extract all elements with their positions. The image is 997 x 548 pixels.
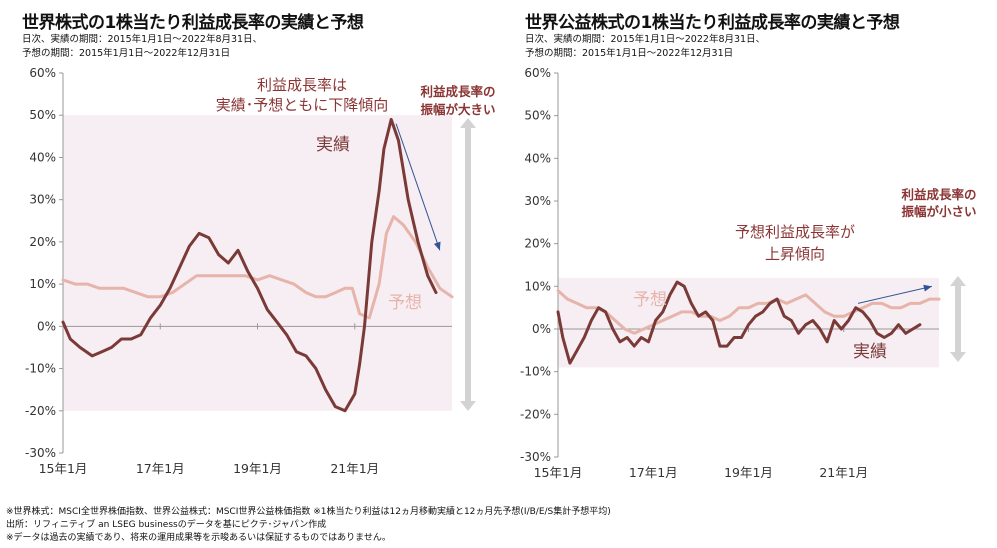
y-tick-label: -10% bbox=[520, 365, 551, 379]
series-label-forecast: 予想 bbox=[633, 290, 667, 310]
annotation-side-line2: 振幅が小さい bbox=[901, 204, 976, 219]
series-label-actual: 実績 bbox=[316, 135, 350, 155]
range-arrow-head-top bbox=[950, 276, 966, 286]
footnote-source: 出所：リフィニティブ an LSEG businessのデータを基にピクテ･ジャ… bbox=[6, 520, 327, 530]
x-tick-label: 17年1月 bbox=[629, 465, 678, 480]
trend-arrow-head bbox=[923, 284, 932, 292]
annotation-side-line2: 振幅が大きい bbox=[420, 102, 495, 117]
x-tick-label: 19年1月 bbox=[233, 461, 282, 476]
left-chart-panel: 世界株式の1株当たり利益成長率の実績と予想 日次、実績の期間：2015年1月1日… bbox=[0, 0, 497, 500]
range-arrow-head-bottom bbox=[950, 352, 966, 362]
y-tick-label: -10% bbox=[25, 362, 56, 376]
chart-title: 世界公益株式の1株当たり利益成長率の実績と予想 bbox=[525, 13, 900, 33]
x-tick-label: 15年1月 bbox=[39, 461, 88, 476]
range-arrow-head-top bbox=[460, 118, 476, 128]
y-tick-label: -30% bbox=[520, 450, 551, 464]
trend-arrow-line bbox=[857, 285, 932, 304]
trend-arrow-head bbox=[433, 241, 441, 251]
y-tick-label: 10% bbox=[524, 279, 551, 293]
y-tick-label: 10% bbox=[29, 277, 56, 291]
y-tick-label: -20% bbox=[520, 407, 551, 421]
annotation-main-line1: 予想利益成長率が bbox=[735, 223, 855, 241]
y-tick-label: -20% bbox=[25, 404, 56, 418]
y-tick-label: 60% bbox=[29, 66, 56, 80]
annotation-main-line2: 上昇傾向 bbox=[765, 245, 825, 263]
series-label-actual: 実績 bbox=[853, 342, 887, 362]
annotation-main-line2: 実績･予想ともに下降傾向 bbox=[216, 96, 389, 114]
y-tick-label: 50% bbox=[29, 108, 56, 122]
y-tick-label: 0% bbox=[532, 322, 551, 336]
range-band bbox=[63, 115, 452, 411]
range-arrow-head-bottom bbox=[460, 401, 476, 411]
y-tick-label: 40% bbox=[29, 150, 56, 164]
y-tick-label: -30% bbox=[25, 446, 56, 460]
y-tick-label: 20% bbox=[29, 235, 56, 249]
x-tick-label: 21年1月 bbox=[330, 461, 379, 476]
series-line-actual bbox=[556, 280, 922, 365]
series-line-forecast bbox=[556, 289, 941, 335]
chart-svg-world-equity: 60% 50% 40% 30% 20% 10% 0% -10% -20% -30%15年1月 17年… bbox=[25, 66, 496, 476]
chart-subtitle-2: 予想の期間：2015年1月1日～2022年12月31日 bbox=[22, 48, 231, 59]
y-tick-label: 0% bbox=[37, 319, 56, 333]
x-tick-label: 15年1月 bbox=[534, 465, 583, 480]
chart-svg-world-utilities: 60% 50% 40% 30% 20% 10% 0% -10% -20% -30%15年1月 17年… bbox=[520, 66, 977, 480]
annotation-main-line1: 利益成長率は bbox=[257, 76, 347, 94]
y-tick-label: 40% bbox=[524, 151, 551, 165]
x-tick-label: 21年1月 bbox=[819, 465, 868, 480]
footnote-disclaimer: ※データは過去の実績であり、将来の運用成果等を示唆あるいは保証するものではありま… bbox=[6, 533, 391, 543]
annotation-side-line1: 利益成長率の bbox=[420, 84, 495, 99]
y-tick-label: 30% bbox=[524, 194, 551, 208]
trend-arrow-line bbox=[395, 123, 441, 251]
right-chart-panel: 世界公益株式の1株当たり利益成長率の実績と予想 日次、実績の期間：2015年1月… bbox=[503, 0, 997, 500]
chart-subtitle-2: 予想の期間：2015年1月1日～2022年12月31日 bbox=[525, 48, 734, 59]
series-line-actual bbox=[61, 117, 438, 413]
annotation-side-line1: 利益成長率の bbox=[901, 187, 976, 202]
footnote-indices: ※世界株式：MSCI全世界株価指数、世界公益株式：MSCI世界公益株価指数 ※1… bbox=[6, 507, 611, 517]
y-tick-label: 20% bbox=[524, 237, 551, 251]
y-tick-label: 30% bbox=[29, 193, 56, 207]
x-tick-label: 17年1月 bbox=[136, 461, 185, 476]
chart-subtitle-1: 日次、実績の期間：2015年1月1日～2022年8月31日、 bbox=[22, 34, 263, 45]
chart-subtitle-1: 日次、実績の期間：2015年1月1日～2022年8月31日、 bbox=[525, 34, 766, 45]
x-tick-label: 19年1月 bbox=[724, 465, 773, 480]
y-tick-label: 60% bbox=[524, 66, 551, 80]
series-label-forecast: 予想 bbox=[388, 293, 422, 313]
y-tick-label: 50% bbox=[524, 109, 551, 123]
series-line-forecast bbox=[61, 215, 454, 320]
chart-title: 世界株式の1株当たり利益成長率の実績と予想 bbox=[22, 13, 364, 33]
